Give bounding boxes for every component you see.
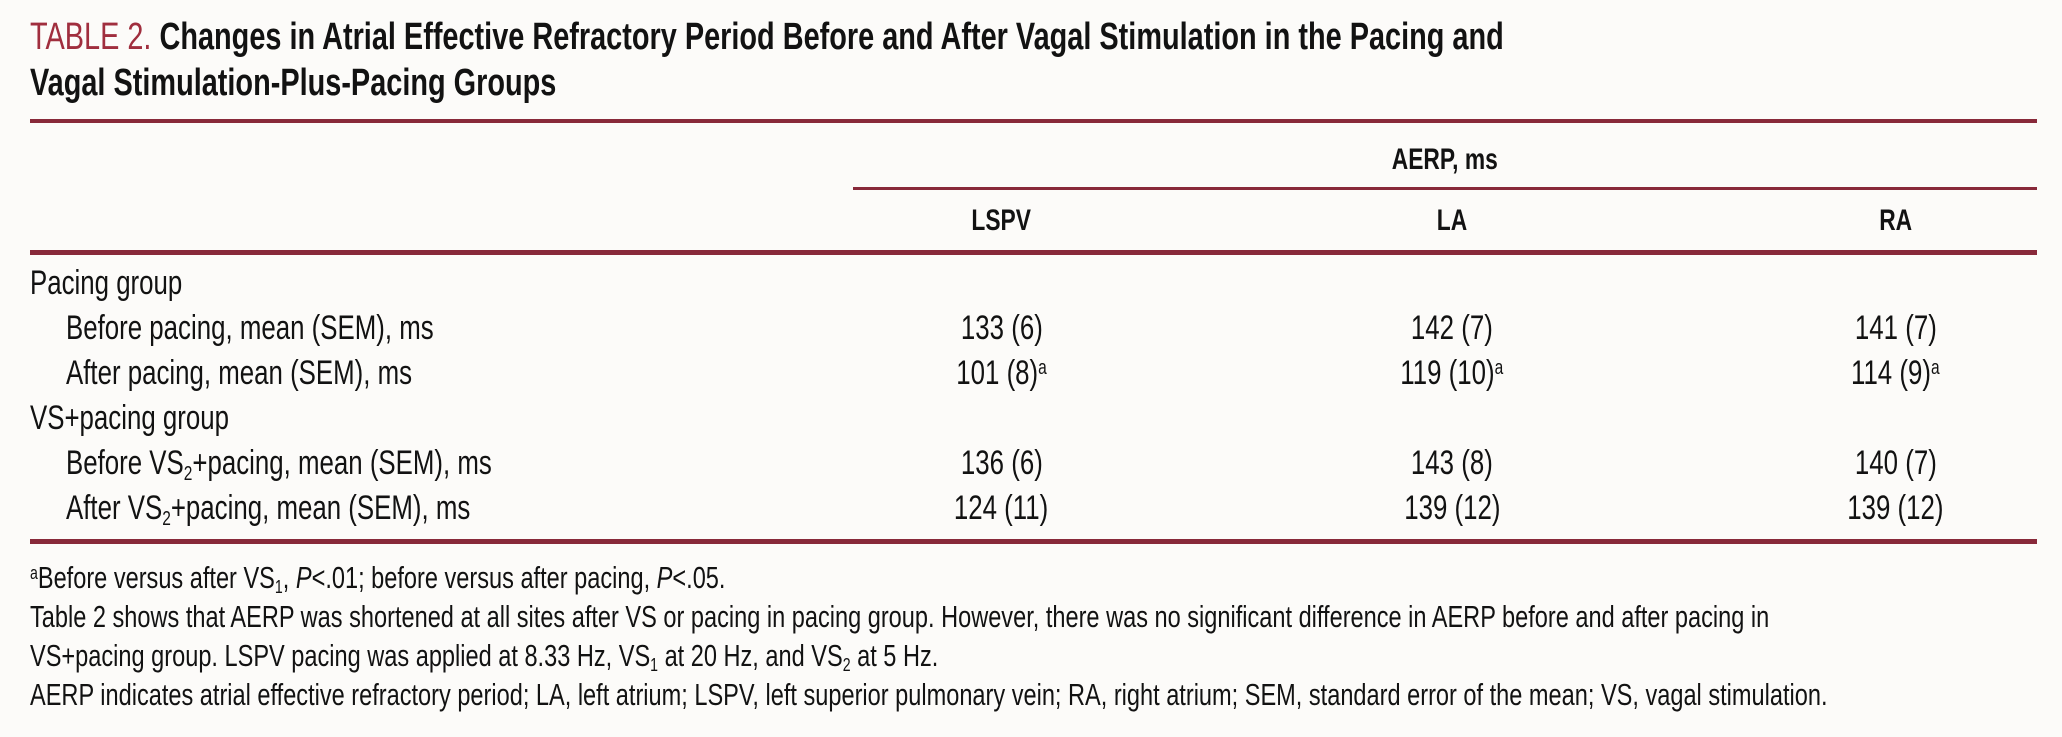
row-label-after-pacing: After pacing, mean (SEM), ms [66, 354, 413, 392]
spanner-blank-cell [30, 121, 853, 189]
footnotes: aBefore versus after VS1, P<.01; before … [30, 558, 2037, 714]
footnote-description-line2: VS+pacing group. LSPV pacing was applied… [30, 638, 939, 676]
cell-la: 139 (12) [1149, 486, 1754, 544]
cell-lspv: 136 (6) [960, 444, 1043, 482]
column-header-lspv: LSPV [852, 188, 1150, 255]
paper-table-figure: TABLE 2. Changes in Atrial Effective Ref… [30, 14, 2037, 714]
spanner-header-aerp: AERP, ms [852, 121, 2037, 190]
column-header-ra: RA [1753, 188, 2037, 255]
cell-ra: 141 (7) [1854, 309, 1937, 347]
table-title: TABLE 2. Changes in Atrial Effective Ref… [30, 14, 2037, 106]
table-title-text-line1: Changes in Atrial Effective Refractory P… [159, 16, 1504, 58]
table-row-pacing-group: Pacing group [30, 253, 2037, 307]
cell-lspv: 133 (6) [960, 309, 1043, 347]
table-row-after-vs2-pacing: After VS2+pacing, mean (SEM), ms 124 (11… [30, 486, 2037, 544]
table-row-vs-pacing-group: VS+pacing group [30, 396, 2037, 441]
cell-la: 119 (10)a [1400, 354, 1504, 392]
row-label-vs-pacing-group: VS+pacing group [30, 399, 229, 437]
cell-ra: 114 (9)a [1851, 354, 1940, 392]
cell-ra: 140 (7) [1854, 444, 1937, 482]
cell-ra [1754, 253, 2037, 307]
table-title-line2: Vagal Stimulation-Plus-Pacing Groups [30, 60, 2037, 106]
table-number-label: TABLE 2. [30, 16, 152, 58]
spanner-row: AERP, ms [30, 121, 2037, 190]
cell-la [1150, 396, 1754, 441]
cell-la: 143 (8) [1410, 444, 1493, 482]
table-row-after-pacing: After pacing, mean (SEM), ms 101 (8)a 11… [30, 351, 2037, 396]
footnote-significance: aBefore versus after VS1, P<.01; before … [30, 560, 726, 598]
column-header-row: LSPV LA RA [30, 188, 2037, 255]
footnote-abbreviations: AERP indicates atrial effective refracto… [30, 677, 1828, 712]
footnote-description-line1: Table 2 shows that AERP was shortened at… [30, 599, 1770, 634]
table-row-before-vs2-pacing: Before VS2+pacing, mean (SEM), ms 136 (6… [30, 441, 2037, 486]
cell-lspv: 101 (8)a [956, 354, 1047, 392]
row-label-before-pacing: Before pacing, mean (SEM), ms [66, 309, 434, 347]
cell-lspv [853, 396, 1150, 441]
column-header-la: LA [1149, 188, 1754, 255]
header-blank-cell [30, 188, 853, 255]
table-title-line1: TABLE 2. Changes in Atrial Effective Ref… [30, 14, 2037, 60]
aerp-data-table: AERP, ms LSPV LA RA Pacing group Before … [30, 119, 2037, 544]
cell-la: 142 (7) [1410, 309, 1493, 347]
row-label-after-vs2-pacing: After VS2+pacing, mean (SEM), ms [30, 486, 853, 544]
table-row-before-pacing: Before pacing, mean (SEM), ms 133 (6) 14… [30, 306, 2037, 351]
table-title-text-line2: Vagal Stimulation-Plus-Pacing Groups [30, 62, 557, 104]
cell-lspv [853, 253, 1150, 307]
cell-la [1150, 253, 1754, 307]
cell-ra: 139 (12) [1753, 486, 2037, 544]
cell-lspv: 124 (11) [852, 486, 1150, 544]
row-label-before-vs2-pacing: Before VS2+pacing, mean (SEM), ms [66, 444, 492, 485]
row-label-pacing-group: Pacing group [30, 264, 183, 302]
cell-ra [1754, 396, 2037, 441]
